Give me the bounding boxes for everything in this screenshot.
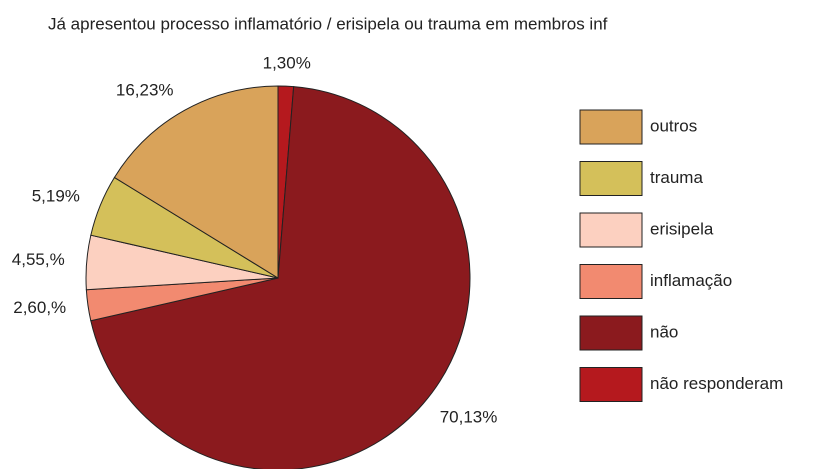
legend-label: outros <box>650 116 697 135</box>
legend-label: erisipela <box>650 219 714 238</box>
legend-label: inflamação <box>650 271 732 290</box>
slice-label: 70,13% <box>440 408 498 427</box>
slice-label: 1,30% <box>263 54 311 73</box>
legend-swatch <box>579 264 643 299</box>
slice-label: 16,23% <box>116 81 174 100</box>
slice-label: 2,60,% <box>13 298 66 317</box>
legend-swatch <box>579 161 643 196</box>
legend-swatch <box>579 212 643 248</box>
legend-swatch <box>579 367 643 402</box>
legend-label: não responderam <box>650 374 783 393</box>
chart-title: Já apresentou processo inflamatório / er… <box>48 14 608 33</box>
legend-swatch <box>579 315 643 351</box>
legend-label: não <box>650 322 678 341</box>
legend-label: trauma <box>650 168 703 187</box>
slice-label: 4,55,% <box>12 250 65 269</box>
pie-slice <box>90 86 471 469</box>
slice-label: 5,19% <box>32 187 80 206</box>
legend-swatch <box>579 109 643 145</box>
pie-slice <box>113 85 279 279</box>
